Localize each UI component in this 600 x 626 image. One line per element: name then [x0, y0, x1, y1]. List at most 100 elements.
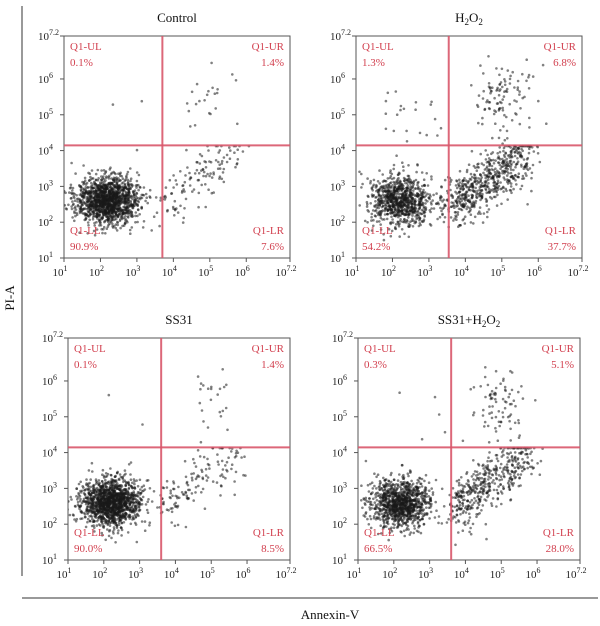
event-point — [516, 175, 520, 179]
event-point — [119, 188, 123, 191]
event-point — [387, 186, 390, 189]
event-point — [370, 229, 374, 232]
event-point — [78, 231, 81, 234]
event-point — [501, 109, 505, 112]
event-point — [100, 520, 103, 523]
event-point — [208, 174, 211, 178]
panel-title-subscript-2: 2 — [496, 319, 501, 329]
event-point — [120, 208, 124, 211]
event-point — [99, 185, 102, 189]
event-point — [111, 515, 114, 518]
event-point — [473, 180, 476, 184]
event-point — [512, 187, 515, 191]
event-point — [370, 212, 374, 216]
event-point — [93, 233, 97, 237]
event-point — [441, 200, 444, 203]
event-point — [453, 204, 456, 207]
event-point — [520, 184, 524, 188]
y-tick-label: 103 — [38, 178, 53, 193]
event-point — [383, 218, 386, 221]
event-point — [90, 515, 94, 519]
event-point — [148, 524, 151, 527]
event-point — [414, 215, 417, 218]
event-point — [71, 186, 75, 190]
event-point — [221, 468, 225, 471]
event-point — [82, 486, 85, 489]
event-point — [70, 207, 74, 211]
event-point — [418, 194, 421, 197]
event-point — [521, 174, 525, 178]
event-point — [175, 207, 178, 210]
event-point — [390, 208, 394, 211]
event-point — [121, 475, 124, 479]
event-point — [102, 228, 105, 231]
event-point — [123, 183, 127, 187]
quadrant-percent-ur: 6.8% — [553, 57, 576, 69]
event-point — [115, 523, 119, 527]
y-tick-label: 105 — [38, 107, 53, 122]
event-point — [104, 499, 108, 503]
event-point — [133, 480, 136, 483]
event-point — [207, 89, 210, 93]
event-point — [77, 197, 80, 201]
event-point — [136, 495, 140, 498]
event-point — [128, 213, 131, 216]
quadrant-percent-ul: 1.3% — [362, 57, 385, 69]
y-tick-label: 107.2 — [332, 330, 353, 345]
event-point — [137, 173, 141, 177]
event-point — [118, 506, 121, 510]
event-point — [431, 199, 435, 202]
event-point — [129, 177, 133, 180]
event-point — [104, 478, 107, 482]
event-point — [233, 493, 236, 497]
event-point — [61, 523, 64, 526]
event-point — [93, 199, 97, 202]
quadrant-percent-ul: 0.1% — [74, 359, 97, 371]
event-point — [509, 171, 513, 175]
event-point — [77, 493, 81, 496]
y-tick-label: 101 — [42, 552, 57, 567]
event-point — [507, 172, 510, 175]
event-point — [205, 93, 209, 97]
y-tick-label: 104 — [332, 445, 347, 460]
event-point — [497, 136, 501, 140]
event-point — [99, 224, 103, 227]
event-point — [388, 195, 391, 199]
event-point — [102, 487, 105, 491]
event-point — [129, 484, 133, 488]
event-point — [479, 64, 482, 67]
event-point — [74, 208, 78, 211]
event-point — [491, 175, 495, 178]
event-point — [514, 179, 517, 182]
event-point — [375, 220, 379, 223]
event-point — [401, 202, 404, 205]
event-point — [146, 201, 149, 205]
event-point — [68, 508, 69, 511]
event-point — [518, 93, 521, 96]
event-point — [510, 191, 513, 195]
event-point — [517, 172, 521, 175]
event-point — [452, 201, 455, 205]
event-point — [172, 186, 175, 189]
event-point — [522, 158, 526, 161]
event-point — [104, 184, 107, 188]
event-point — [498, 146, 502, 149]
event-point — [385, 217, 389, 221]
event-point — [384, 197, 388, 201]
event-point — [500, 165, 503, 168]
event-point — [173, 503, 176, 506]
event-point — [438, 215, 442, 219]
event-point — [140, 498, 144, 502]
event-point — [73, 199, 77, 202]
event-point — [459, 207, 463, 211]
event-point — [410, 196, 413, 199]
event-point — [92, 206, 96, 210]
event-point — [170, 521, 173, 524]
event-point — [122, 521, 126, 524]
event-point — [89, 485, 93, 489]
event-point — [527, 87, 531, 90]
event-point — [407, 213, 410, 216]
event-point — [230, 450, 233, 453]
event-point — [472, 222, 475, 225]
event-point — [107, 519, 111, 523]
